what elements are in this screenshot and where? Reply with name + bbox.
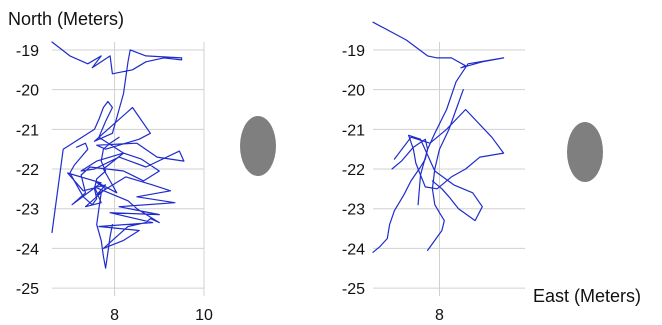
right-y-tick-label: -24 xyxy=(342,241,365,258)
right-y-tick-label: -21 xyxy=(342,122,365,139)
left-y-tick-label: -20 xyxy=(16,83,39,100)
right-y-tick-label: -25 xyxy=(342,281,365,298)
right-track-line xyxy=(391,138,429,206)
right-track-line xyxy=(427,88,464,251)
left-x-tick-label: 8 xyxy=(110,307,119,324)
left-y-tick-labels: -19 -20 -21 -22 -23 -24 -25 xyxy=(16,43,39,298)
grey-ellipse-left xyxy=(240,116,276,176)
right-y-tick-label: -23 xyxy=(342,202,365,219)
left-gridlines xyxy=(52,42,205,296)
left-y-tick-label: -25 xyxy=(16,281,39,298)
x-axis-title: East (Meters) xyxy=(533,286,641,306)
grey-ellipse-right xyxy=(567,122,603,182)
right-y-tick-label: -19 xyxy=(342,43,365,60)
right-x-tick-labels: 8 xyxy=(435,307,444,324)
left-y-tick-label: -22 xyxy=(16,162,39,179)
right-track-line xyxy=(393,108,505,222)
left-track-line xyxy=(96,192,114,269)
left-track-line xyxy=(69,136,120,206)
right-x-tick-label: 8 xyxy=(435,307,444,324)
right-plot: -19 -20 -21 -22 -23 -24 -25 8 East (Meters) xyxy=(342,21,641,324)
right-series-group xyxy=(372,21,505,253)
right-y-tick-label: -20 xyxy=(342,83,365,100)
left-series-group xyxy=(51,41,185,269)
right-gridlines xyxy=(373,42,525,296)
right-y-tick-label: -22 xyxy=(342,162,365,179)
right-y-tick-labels: -19 -20 -21 -22 -23 -24 -25 xyxy=(342,43,365,298)
left-y-tick-label: -21 xyxy=(16,122,39,139)
left-plot: -19 -20 -21 -22 -23 -24 -25 8 10 North (Meters) xyxy=(8,9,213,324)
left-x-tick-label: 10 xyxy=(195,307,213,324)
left-y-tick-label: -19 xyxy=(16,43,39,60)
left-y-tick-label: -24 xyxy=(16,241,39,258)
left-track-line xyxy=(51,41,185,249)
left-y-tick-label: -23 xyxy=(16,202,39,219)
right-track-line xyxy=(372,21,505,253)
left-y-axis-title: North (Meters) xyxy=(8,9,124,29)
left-x-tick-labels: 8 10 xyxy=(110,307,213,324)
